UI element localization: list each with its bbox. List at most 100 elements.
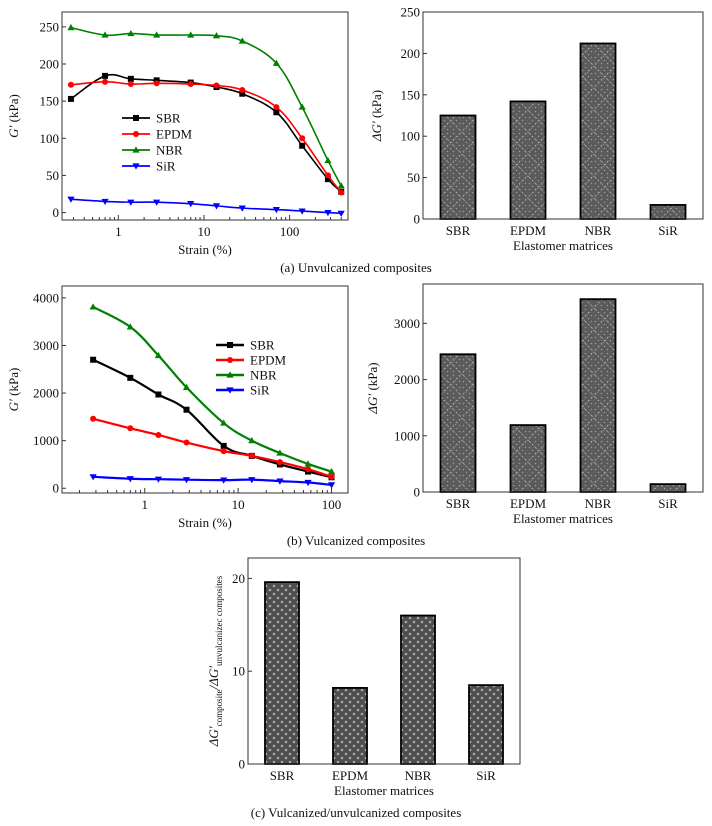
marker-triangle-up (304, 460, 312, 467)
x-tick-label: EPDM (510, 223, 547, 238)
bar-epdm (509, 100, 547, 220)
marker-triangle-up (276, 449, 284, 456)
marker-triangle-down (89, 474, 97, 481)
marker-triangle-up (101, 31, 109, 38)
marker-square (90, 356, 97, 363)
marker-square (67, 95, 74, 102)
chart-b-delta-gprime-bars: SBR EPDM NBR SiR 0 1000 2000 3000 Elastomer matr… (365, 283, 704, 526)
y-tick-label: 250 (401, 5, 421, 20)
x-tick-label: 10 (232, 497, 245, 512)
y-tick-label: 100 (401, 129, 421, 144)
marker-circle (299, 135, 306, 142)
marker-circle (239, 87, 246, 93)
marker-square (127, 374, 134, 381)
marker-triangle-down (324, 209, 332, 217)
marker-triangle-down (298, 208, 306, 215)
y-axis-label-unit: (kPa) (6, 94, 21, 125)
marker-circle (220, 448, 227, 455)
marker-triangle-down (126, 476, 134, 483)
marker-triangle-down (101, 198, 109, 206)
marker-square (183, 406, 190, 413)
y-tick-label: 0 (414, 212, 421, 227)
y-tick-label: 0 (414, 485, 421, 500)
marker-circle (305, 466, 312, 473)
y-axis-label: ΔG′ (kPa) (365, 362, 380, 414)
marker-circle (133, 131, 139, 137)
marker-square (220, 442, 227, 449)
marker-triangle-down (67, 196, 75, 203)
marker-circle (67, 81, 74, 88)
legend-label: SiR (250, 383, 270, 398)
x-tick-label: NBR (585, 223, 612, 238)
x-tick-label: NBR (405, 768, 432, 783)
marker-circle (155, 431, 162, 438)
bar-sbr (439, 353, 477, 493)
legend-label: EPDM (156, 127, 193, 142)
series-epdm (67, 78, 345, 196)
y-tick-label: 10 (232, 664, 245, 679)
bar-sir (468, 684, 504, 765)
marker-triangle-up (154, 351, 163, 359)
plot-frame (61, 285, 349, 494)
y-tick-label: 2000 (394, 372, 420, 387)
marker-triangle-up (327, 467, 336, 475)
y-tick-label: 150 (40, 94, 60, 109)
marker-square (324, 176, 331, 183)
chart-c-ratio-bars: SBR EPDM NBR SiR 0 10 20 Elastomer matrices ΔG′c… (206, 557, 521, 798)
marker-triangle-down (154, 476, 163, 483)
y-tick-label: 100 (40, 131, 60, 146)
y-tick-label: 50 (46, 168, 59, 183)
marker-circle (248, 452, 255, 459)
legend-item-sbr: SBR (122, 111, 181, 126)
x-axis-label: Strain (%) (178, 515, 232, 530)
marker-circle (273, 104, 280, 111)
y-axis-label-unit: (kPa) (365, 362, 380, 393)
marker-circle (90, 415, 97, 422)
marker-triangle-down (220, 477, 228, 484)
chart-a-gprime-vs-strain: 1 10 100 0 50 100 150 200 250 Strain (%) G′ (kPa) S… (6, 11, 349, 257)
legend-item-sir: SiR (216, 383, 270, 398)
legend-label: SiR (156, 159, 176, 174)
y-tick-label: 150 (401, 87, 421, 102)
marker-triangle-up (127, 29, 135, 37)
y-axis-label: G′ (kPa) (6, 368, 21, 412)
plot-frame (61, 11, 349, 221)
marker-square (227, 342, 233, 348)
marker-triangle-down (132, 163, 140, 170)
marker-triangle-up (182, 383, 191, 390)
x-axis-label: Elastomer matrices (513, 238, 613, 253)
y-tick-label: 4000 (33, 290, 59, 305)
legend-label: NBR (250, 368, 277, 383)
bar-sir (649, 483, 687, 493)
x-tick-label: EPDM (510, 496, 547, 511)
y-tick-label: 250 (40, 19, 60, 34)
marker-circle (187, 81, 194, 88)
series-line-nbr (92, 305, 332, 473)
marker-circle (338, 189, 345, 196)
legend-item-sir: SiR (122, 159, 176, 174)
marker-triangle-down (226, 387, 234, 394)
y-tick-label: 1000 (33, 433, 59, 448)
y-axis-label-symbol: ΔG′ (365, 394, 380, 415)
x-tick-label: SBR (446, 223, 471, 238)
y-tick-label: 0 (53, 481, 60, 496)
x-tick-label: 1 (115, 224, 122, 239)
x-tick-label: NBR (585, 496, 612, 511)
marker-circle (153, 80, 160, 87)
marker-triangle-up (324, 156, 332, 164)
marker-triangle-down (327, 482, 336, 489)
marker-triangle-down (272, 207, 280, 214)
marker-triangle-down (187, 201, 195, 208)
y-tick-label: 2000 (33, 386, 59, 401)
legend-label: NBR (156, 143, 183, 158)
marker-triangle-down (337, 210, 345, 217)
caption-b: (b) Vulcanized composites (287, 533, 425, 548)
series-nbr (67, 24, 345, 189)
marker-square (239, 90, 246, 97)
chart-a-delta-gprime-bars: SBR EPDM NBR SiR 0 50 100 150 200 250 Elastomer ma… (369, 5, 704, 253)
caption-c: (c) Vulcanized/unvulcanized composites (251, 805, 462, 820)
series-nbr (89, 303, 336, 475)
y-axis-label-subscript: composite (214, 689, 224, 726)
